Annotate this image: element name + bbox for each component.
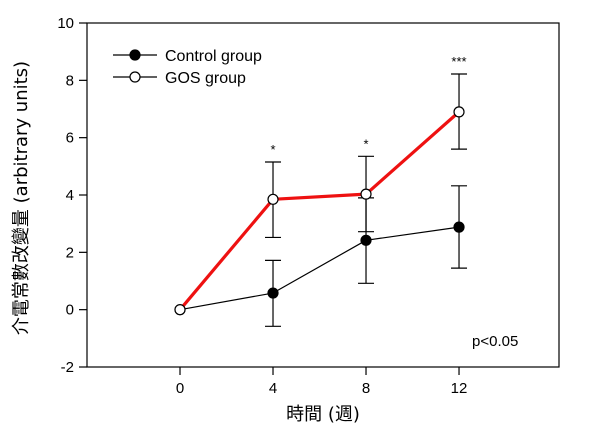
x-tick-label: 4	[269, 380, 277, 397]
x-tick-label: 12	[451, 380, 468, 397]
significance-marker: *	[363, 136, 368, 151]
legend-marker	[129, 71, 141, 83]
y-tick-label: 4	[66, 187, 74, 204]
y-tick-label: 2	[66, 244, 74, 261]
y-axis: -2 0 2 4 6 8 10	[57, 15, 87, 376]
series-layer	[174, 73, 468, 327]
x-tick-label: 8	[362, 380, 370, 397]
data-point	[267, 287, 279, 299]
legend-label: Control group	[165, 48, 262, 65]
significance-marker: ***	[451, 54, 466, 69]
series-control	[174, 185, 468, 327]
legend: Control group GOS group	[113, 48, 262, 87]
y-tick-label: 8	[66, 72, 74, 89]
data-point	[453, 221, 465, 233]
series-gos	[174, 73, 468, 316]
y-axis-title: 介電常數改變量 (arbitrary units)	[11, 61, 32, 335]
legend-label: GOS group	[165, 70, 246, 87]
y-tick-label: 0	[66, 302, 74, 319]
data-point	[174, 304, 186, 316]
significance-markers: * ****	[270, 54, 466, 157]
series-line	[178, 110, 461, 311]
data-point	[453, 106, 465, 118]
y-tick-label: 6	[66, 130, 74, 147]
significance-marker: *	[270, 142, 275, 157]
series-line	[179, 226, 460, 311]
x-axis: 0 4 8 12	[176, 367, 468, 397]
data-point	[267, 193, 279, 205]
legend-marker	[129, 49, 141, 61]
x-tick-label: 0	[176, 380, 184, 397]
x-axis-title: 時間 (週)	[286, 404, 360, 425]
data-point	[360, 234, 372, 246]
annotation-p-value: p<0.05	[472, 333, 518, 350]
y-tick-label: -2	[61, 359, 74, 376]
data-point	[360, 188, 372, 200]
y-tick-label: 10	[57, 15, 74, 32]
